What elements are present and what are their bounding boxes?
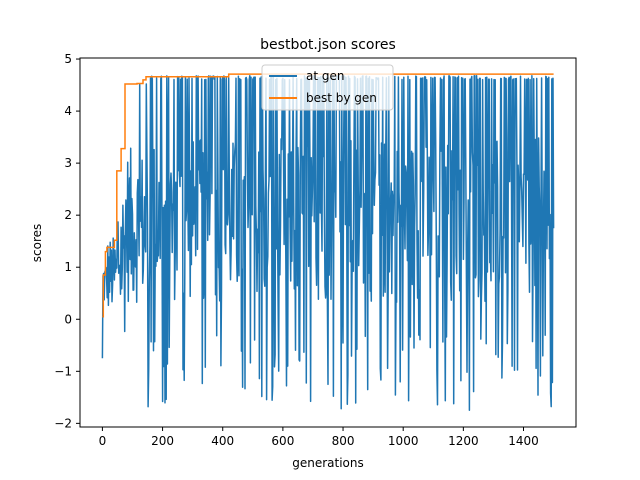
legend: at gen best by gen <box>261 64 394 111</box>
x-tick-label: 800 <box>332 434 355 448</box>
y-tick-label: 3 <box>64 156 72 170</box>
x-tick-label: 1400 <box>508 434 539 448</box>
x-tick-label: 1200 <box>448 434 479 448</box>
chart-title: bestbot.json scores <box>260 37 396 53</box>
x-tick-label: 200 <box>151 434 174 448</box>
x-tick-label: 400 <box>211 434 234 448</box>
plot-area: 0 200 400 600 800 1000 1200 1400 −2 −1 0 1 2 3 4 5 <box>54 52 577 448</box>
y-tick-label: 1 <box>64 260 72 274</box>
y-tick-label: 4 <box>64 104 72 118</box>
y-tick-label: 5 <box>64 52 72 66</box>
y-tick-label: 2 <box>64 208 72 222</box>
x-axis-label: generations <box>292 456 364 470</box>
axes-frame <box>79 57 577 428</box>
y-tick-label: 0 <box>64 312 72 326</box>
x-tick-label: 0 <box>99 434 107 448</box>
y-axis-label: scores <box>30 224 44 263</box>
legend-label-best-by-gen: best by gen <box>306 91 377 105</box>
y-tick-label: −1 <box>54 364 72 378</box>
x-tick-label: 600 <box>271 434 294 448</box>
series-best-by-gen-line <box>102 73 554 318</box>
legend-label-at-gen: at gen <box>306 69 344 83</box>
y-tick-label: −2 <box>54 416 72 430</box>
x-tick-label: 1000 <box>388 434 419 448</box>
